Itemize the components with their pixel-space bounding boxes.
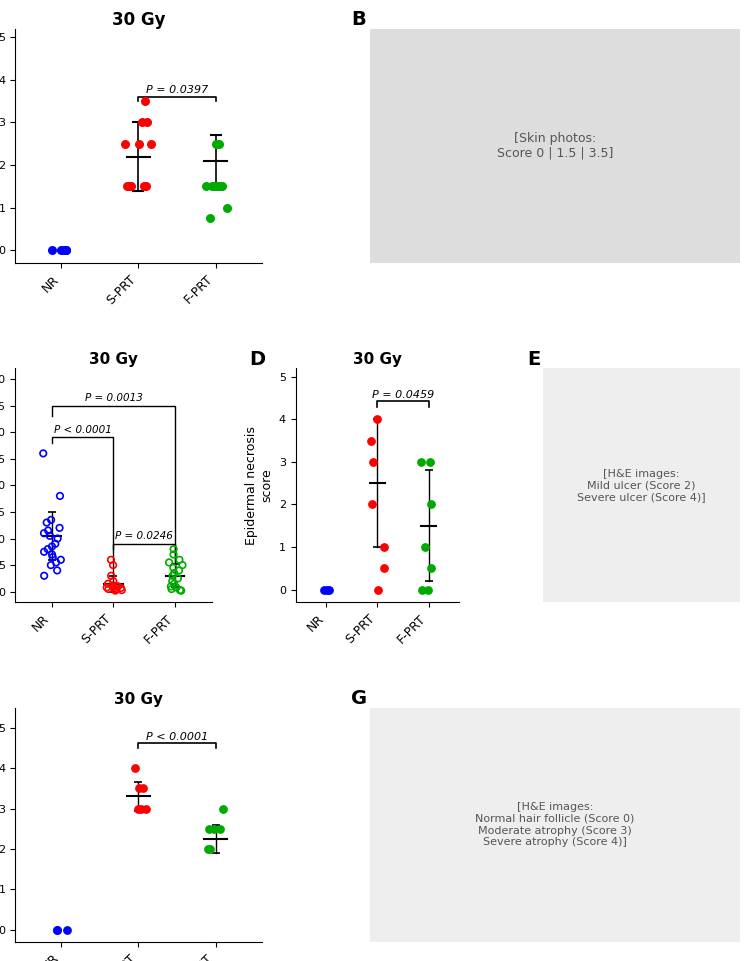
- Text: P = 0.0246: P = 0.0246: [116, 531, 173, 541]
- Point: [51, 563, 63, 579]
- Point: [45, 557, 57, 573]
- Point: [204, 841, 216, 856]
- Point: [105, 568, 117, 583]
- Point: [49, 536, 61, 552]
- Point: [168, 541, 180, 556]
- Point: [208, 179, 220, 194]
- Point: [61, 922, 73, 937]
- Point: [208, 179, 220, 194]
- Point: [168, 576, 180, 591]
- Text: P = 0.0459: P = 0.0459: [372, 390, 434, 400]
- Point: [119, 136, 131, 152]
- Point: [321, 582, 333, 598]
- Point: [141, 114, 153, 130]
- Point: [415, 582, 427, 598]
- Point: [46, 547, 58, 562]
- Point: [37, 446, 49, 461]
- Point: [107, 557, 119, 573]
- Point: [51, 530, 63, 546]
- Point: [103, 581, 115, 597]
- Point: [365, 497, 378, 512]
- Point: [378, 539, 390, 554]
- Point: [371, 582, 384, 598]
- Point: [115, 580, 127, 596]
- Point: [168, 560, 180, 576]
- Point: [203, 821, 215, 836]
- Point: [173, 563, 185, 579]
- Title: 30 Gy: 30 Gy: [89, 352, 138, 367]
- Point: [109, 581, 121, 597]
- Point: [112, 579, 124, 594]
- Point: [139, 93, 151, 109]
- Point: [174, 582, 186, 598]
- Text: D: D: [250, 350, 266, 368]
- Point: [415, 455, 427, 470]
- Point: [109, 583, 122, 599]
- Point: [38, 544, 50, 559]
- Point: [378, 560, 390, 576]
- Point: [50, 554, 62, 570]
- Point: [206, 179, 218, 194]
- Point: [116, 582, 128, 598]
- Point: [47, 242, 59, 258]
- Point: [42, 541, 54, 556]
- Point: [175, 583, 187, 599]
- Point: [108, 579, 120, 595]
- Point: [44, 529, 56, 544]
- Point: [221, 200, 233, 215]
- Point: [168, 547, 180, 562]
- Point: [121, 179, 133, 194]
- Point: [174, 553, 186, 568]
- Point: [172, 571, 184, 586]
- Point: [123, 179, 135, 194]
- Point: [100, 579, 112, 595]
- Point: [125, 179, 137, 194]
- Point: [204, 210, 216, 226]
- Point: [136, 114, 148, 130]
- Point: [213, 136, 225, 152]
- Point: [45, 512, 57, 528]
- Title: 30 Gy: 30 Gy: [114, 692, 163, 706]
- Text: E: E: [528, 350, 541, 368]
- Point: [133, 136, 145, 152]
- Point: [54, 520, 66, 535]
- Text: [Skin photos:
Score 0 | 1.5 | 3.5]: [Skin photos: Score 0 | 1.5 | 3.5]: [497, 132, 613, 160]
- Point: [215, 179, 227, 194]
- Point: [165, 579, 177, 594]
- Point: [323, 582, 335, 598]
- Point: [168, 565, 180, 580]
- Point: [140, 801, 153, 816]
- Point: [132, 801, 144, 816]
- Point: [39, 568, 51, 583]
- Title: 30 Gy: 30 Gy: [353, 352, 402, 367]
- Point: [422, 582, 434, 598]
- Point: [38, 526, 50, 541]
- Point: [134, 801, 146, 816]
- Point: [214, 821, 226, 836]
- Title: 30 Gy: 30 Gy: [112, 11, 165, 29]
- Point: [199, 179, 211, 194]
- Point: [166, 574, 178, 589]
- Text: [H&E images:
Normal hair follicle (Score 0)
Moderate atrophy (Score 3)
Severe at: [H&E images: Normal hair follicle (Score…: [475, 802, 634, 848]
- Point: [107, 574, 119, 589]
- Point: [60, 242, 72, 258]
- Point: [217, 801, 229, 816]
- Point: [425, 560, 437, 576]
- Point: [163, 554, 175, 570]
- Point: [60, 242, 72, 258]
- Point: [47, 550, 59, 565]
- Point: [371, 411, 383, 427]
- Point: [208, 821, 220, 836]
- Point: [54, 488, 66, 504]
- Point: [55, 553, 67, 568]
- Y-axis label: Epidermal necrosis
score: Epidermal necrosis score: [245, 426, 273, 545]
- Point: [137, 179, 149, 194]
- Point: [140, 179, 152, 194]
- Point: [171, 579, 183, 595]
- Point: [58, 242, 70, 258]
- Text: [H&E images:
Mild ulcer (Score 2)
Severe ulcer (Score 4)]: [H&E images: Mild ulcer (Score 2) Severe…: [578, 469, 706, 502]
- Point: [177, 557, 189, 573]
- Point: [202, 841, 214, 856]
- Text: B: B: [351, 11, 366, 29]
- Text: G: G: [351, 689, 368, 708]
